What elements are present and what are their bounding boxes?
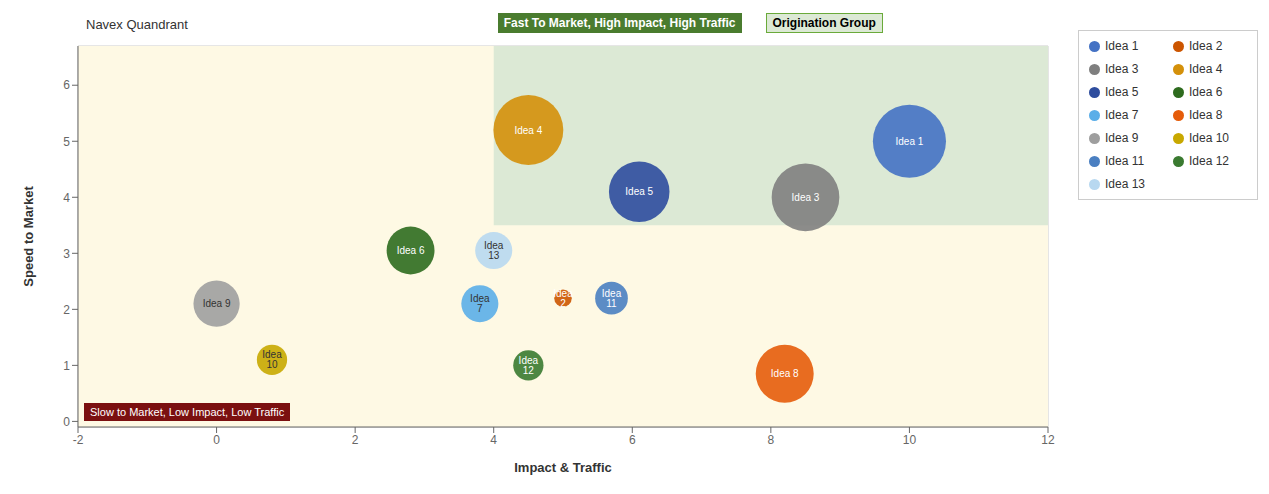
html-text:Idea 1: Idea 1: [1105, 39, 1139, 53]
html-text:Idea 10: Idea 10: [1189, 131, 1229, 145]
svg-text:10: 10: [903, 433, 917, 447]
svg-text:2: 2: [352, 433, 359, 447]
html-text:Idea 13: Idea 13: [1105, 177, 1145, 191]
svg-text:2: 2: [63, 303, 70, 317]
svg-text:3: 3: [63, 247, 70, 261]
html-text:Idea 9: Idea 9: [1105, 131, 1139, 145]
html-text:Idea 4: Idea 4: [1189, 62, 1223, 76]
svg-text:4: 4: [63, 191, 70, 205]
svg-text:6: 6: [629, 433, 636, 447]
svg-text:4: 4: [490, 433, 497, 447]
html-text:Idea 5: Idea 5: [1105, 85, 1139, 99]
html-text:Fast To Market, High Impact, H: Fast To Market, High Impact, High Traffi…: [503, 16, 736, 30]
svg-text:Idea 1: Idea 1: [896, 136, 924, 147]
html-text:Idea 3: Idea 3: [1105, 62, 1139, 76]
svg-text:Idea 4: Idea 4: [514, 125, 542, 136]
svg-text:Speed to Market: Speed to Market: [21, 186, 36, 287]
html-text:Idea 8: Idea 8: [1189, 108, 1223, 122]
svg-text:Idea 5: Idea 5: [625, 186, 653, 197]
svg-text:12: 12: [1041, 433, 1055, 447]
svg-text:5: 5: [63, 135, 70, 149]
svg-text:8: 8: [768, 433, 775, 447]
html-text:Origination Group: Origination Group: [772, 16, 876, 30]
html-text:Idea 11: Idea 11: [1105, 154, 1145, 168]
html-text:Idea 6: Idea 6: [1189, 85, 1223, 99]
svg-text:6: 6: [63, 78, 70, 92]
html-text:Slow to Market, Low Impact, Lo: Slow to Market, Low Impact, Low Traffic: [90, 406, 285, 418]
svg-text:0: 0: [213, 433, 220, 447]
svg-text:Idea2: Idea2: [553, 288, 573, 309]
svg-text:-2: -2: [73, 433, 84, 447]
svg-text:Idea10: Idea10: [262, 349, 282, 370]
svg-text:Idea11: Idea11: [602, 288, 622, 309]
svg-text:Idea 3: Idea 3: [792, 192, 820, 203]
svg-text:Idea13: Idea13: [484, 240, 504, 261]
svg-text:Idea7: Idea7: [470, 293, 490, 314]
html-text:Navex Quandrant: Navex Quandrant: [86, 17, 188, 32]
svg-text:Idea12: Idea12: [519, 355, 539, 376]
html-text:Idea 12: Idea 12: [1189, 154, 1229, 168]
svg-text:1: 1: [63, 359, 70, 373]
html-text:Idea 7: Idea 7: [1105, 108, 1139, 122]
svg-text:Idea 9: Idea 9: [203, 298, 231, 309]
svg-text:Impact & Traffic: Impact & Traffic: [514, 460, 612, 475]
svg-text:Idea 6: Idea 6: [397, 245, 425, 256]
svg-text:0: 0: [63, 415, 70, 429]
html-text:Idea 2: Idea 2: [1189, 39, 1223, 53]
svg-text:Idea 8: Idea 8: [771, 368, 799, 379]
